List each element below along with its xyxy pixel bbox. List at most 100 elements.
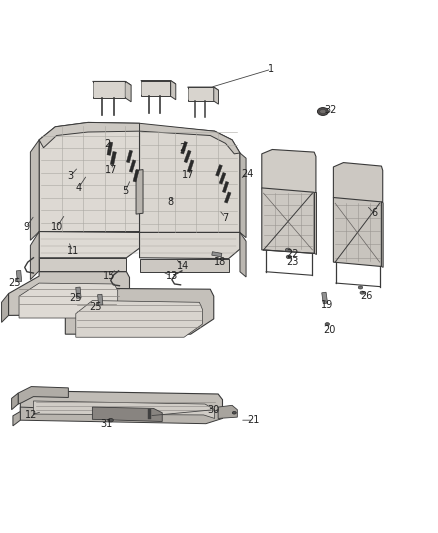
Text: 10: 10 bbox=[50, 222, 63, 232]
Polygon shape bbox=[20, 391, 223, 414]
Polygon shape bbox=[39, 123, 140, 231]
Text: 13: 13 bbox=[166, 271, 178, 281]
Polygon shape bbox=[214, 87, 219, 104]
Polygon shape bbox=[322, 292, 328, 304]
Polygon shape bbox=[92, 82, 125, 98]
Polygon shape bbox=[12, 393, 18, 410]
Polygon shape bbox=[140, 232, 240, 259]
Polygon shape bbox=[262, 188, 314, 253]
Text: 20: 20 bbox=[323, 325, 335, 335]
Text: 19: 19 bbox=[321, 300, 333, 310]
Polygon shape bbox=[125, 82, 131, 102]
Ellipse shape bbox=[360, 291, 364, 294]
Text: 3: 3 bbox=[67, 171, 74, 181]
Text: 24: 24 bbox=[241, 169, 254, 179]
Text: 14: 14 bbox=[177, 261, 189, 271]
Text: 5: 5 bbox=[122, 187, 128, 196]
Polygon shape bbox=[30, 231, 39, 280]
Polygon shape bbox=[240, 153, 246, 238]
Text: 32: 32 bbox=[324, 105, 336, 115]
Polygon shape bbox=[39, 123, 140, 148]
Polygon shape bbox=[240, 232, 246, 277]
Polygon shape bbox=[333, 163, 383, 205]
Text: 6: 6 bbox=[371, 208, 377, 218]
Polygon shape bbox=[218, 405, 237, 418]
Text: 25: 25 bbox=[90, 302, 102, 312]
Polygon shape bbox=[19, 283, 118, 318]
Text: 8: 8 bbox=[167, 197, 173, 207]
Text: 17: 17 bbox=[182, 170, 194, 180]
Polygon shape bbox=[215, 165, 223, 176]
Polygon shape bbox=[13, 411, 20, 426]
Text: 22: 22 bbox=[286, 249, 299, 259]
Polygon shape bbox=[39, 258, 127, 271]
Polygon shape bbox=[333, 198, 381, 266]
Polygon shape bbox=[141, 80, 170, 96]
Ellipse shape bbox=[286, 248, 290, 252]
Polygon shape bbox=[92, 82, 131, 85]
Polygon shape bbox=[20, 407, 223, 424]
Polygon shape bbox=[187, 87, 219, 90]
Polygon shape bbox=[16, 270, 22, 282]
Polygon shape bbox=[219, 173, 226, 184]
Text: 7: 7 bbox=[223, 213, 229, 223]
Polygon shape bbox=[65, 288, 214, 334]
Polygon shape bbox=[381, 202, 383, 268]
Polygon shape bbox=[262, 149, 316, 197]
Text: 18: 18 bbox=[214, 257, 226, 267]
Ellipse shape bbox=[232, 411, 236, 414]
Polygon shape bbox=[140, 123, 240, 154]
Polygon shape bbox=[148, 409, 151, 419]
Polygon shape bbox=[2, 294, 9, 322]
Text: 17: 17 bbox=[105, 165, 117, 175]
Polygon shape bbox=[110, 151, 117, 165]
Polygon shape bbox=[18, 386, 68, 404]
Ellipse shape bbox=[325, 322, 329, 326]
Ellipse shape bbox=[286, 255, 291, 259]
Polygon shape bbox=[133, 169, 139, 182]
Polygon shape bbox=[39, 231, 140, 258]
Text: 21: 21 bbox=[247, 415, 259, 425]
Polygon shape bbox=[127, 150, 133, 163]
Text: 9: 9 bbox=[23, 222, 29, 232]
Text: 25: 25 bbox=[70, 293, 82, 303]
Ellipse shape bbox=[358, 286, 363, 289]
Text: 2: 2 bbox=[179, 143, 185, 153]
Text: 15: 15 bbox=[103, 271, 115, 281]
Text: 12: 12 bbox=[25, 410, 37, 420]
Text: 1: 1 bbox=[268, 64, 275, 74]
Polygon shape bbox=[314, 192, 316, 254]
Polygon shape bbox=[129, 160, 136, 172]
Polygon shape bbox=[107, 142, 113, 155]
Text: 2: 2 bbox=[105, 139, 111, 149]
Text: 4: 4 bbox=[75, 183, 81, 193]
Polygon shape bbox=[212, 252, 222, 257]
Polygon shape bbox=[98, 294, 103, 305]
Polygon shape bbox=[30, 140, 39, 240]
Text: 11: 11 bbox=[67, 246, 79, 256]
Polygon shape bbox=[33, 401, 215, 418]
Polygon shape bbox=[92, 407, 162, 422]
Polygon shape bbox=[187, 87, 214, 101]
Ellipse shape bbox=[108, 418, 113, 422]
Text: 31: 31 bbox=[100, 419, 113, 429]
Polygon shape bbox=[9, 272, 130, 316]
Polygon shape bbox=[76, 301, 202, 337]
Polygon shape bbox=[223, 181, 229, 193]
Polygon shape bbox=[76, 287, 81, 298]
Text: 25: 25 bbox=[8, 278, 21, 288]
Text: 26: 26 bbox=[360, 291, 373, 301]
Polygon shape bbox=[187, 160, 194, 172]
Polygon shape bbox=[184, 150, 191, 163]
Polygon shape bbox=[170, 80, 176, 100]
Ellipse shape bbox=[318, 108, 328, 116]
Polygon shape bbox=[224, 192, 231, 203]
Polygon shape bbox=[141, 80, 176, 84]
Text: 30: 30 bbox=[208, 405, 220, 415]
Polygon shape bbox=[140, 259, 229, 272]
Polygon shape bbox=[140, 125, 240, 232]
Text: 23: 23 bbox=[286, 257, 299, 267]
Polygon shape bbox=[181, 141, 187, 154]
Ellipse shape bbox=[320, 109, 326, 114]
Polygon shape bbox=[136, 169, 143, 214]
